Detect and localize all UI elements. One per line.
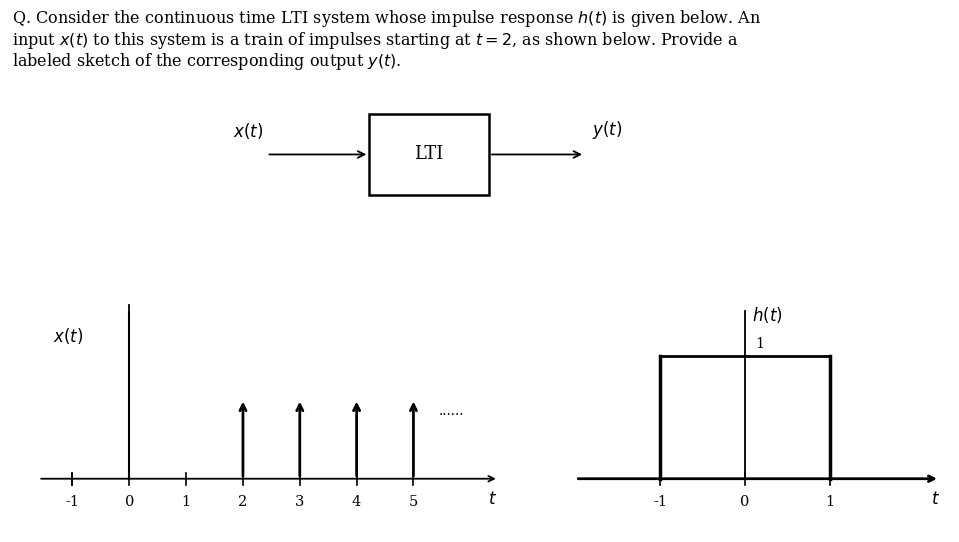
Bar [369,114,489,195]
Text: 1: 1 [825,495,834,509]
Text: 3: 3 [295,495,304,509]
Text: 2: 2 [239,495,247,509]
Text: ......: ...... [439,404,464,418]
Text: 1: 1 [181,495,191,509]
Text: -1: -1 [653,495,667,509]
Text: LTI: LTI [414,145,444,164]
Text: $h(t)$: $h(t)$ [752,306,783,325]
Text: 1: 1 [755,337,764,351]
Text: $y(t)$: $y(t)$ [592,119,622,141]
Text: $t$: $t$ [488,491,498,508]
Text: $t$: $t$ [931,491,940,508]
Text: 5: 5 [409,495,418,509]
Text: input $x(t)$ to this system is a train of impulses starting at $t = 2$, as shown: input $x(t)$ to this system is a train o… [12,30,737,51]
Text: Q. Consider the continuous time LTI system whose impulse response $h(t)$ is give: Q. Consider the continuous time LTI syst… [12,8,760,29]
Text: $x(t)$: $x(t)$ [53,326,82,346]
Text: $x(t)$: $x(t)$ [233,121,264,141]
Text: labeled sketch of the corresponding output $y(t)$.: labeled sketch of the corresponding outp… [12,51,401,73]
Text: 0: 0 [125,495,134,509]
Text: 4: 4 [352,495,362,509]
Text: 0: 0 [740,495,750,509]
Text: -1: -1 [65,495,80,509]
